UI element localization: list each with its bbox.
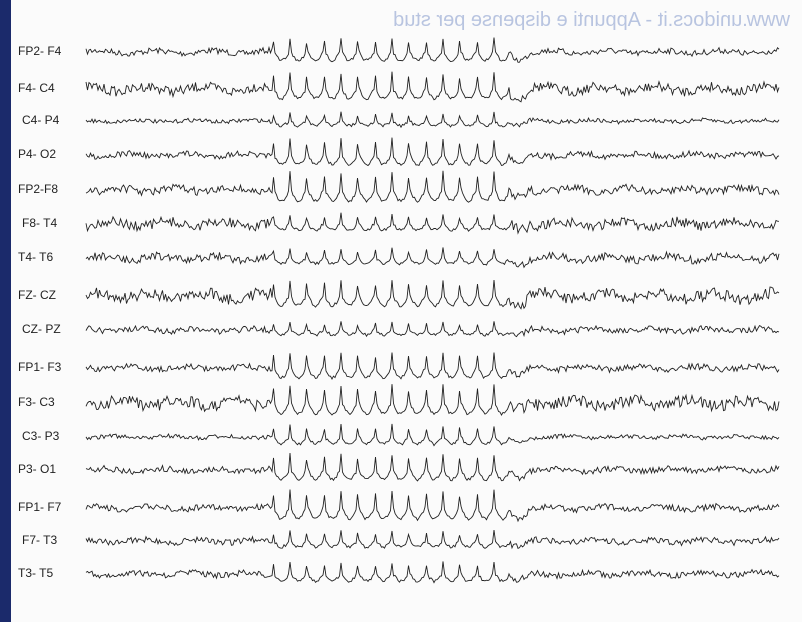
- channel-label: F4- C4: [18, 81, 55, 95]
- channel-label: FZ- CZ: [18, 288, 56, 302]
- channel-label: P3- O1: [18, 462, 56, 476]
- channel-label: CZ- PZ: [22, 322, 61, 336]
- channel-label: T4- T6: [18, 250, 53, 264]
- channel-label: T3- T5: [18, 566, 53, 580]
- channel-label: FP2-F8: [18, 182, 58, 196]
- watermark: www.unidocs.it - Appunti e dispense per …: [393, 9, 791, 31]
- channel-label: C3- P3: [22, 429, 60, 443]
- channel-label: FP2- F4: [18, 44, 62, 58]
- channel-label: F7- T3: [22, 533, 57, 547]
- channel-label: F8- T4: [22, 216, 57, 230]
- channel-label: FP1- F7: [18, 500, 62, 514]
- channel-label: F3- C3: [18, 395, 55, 409]
- left-strip: [0, 0, 11, 622]
- channel-label: P4- O2: [18, 147, 56, 161]
- channel-label: C4- P4: [22, 113, 60, 127]
- channel-label: FP1- F3: [18, 360, 62, 374]
- eeg-figure: www.unidocs.it - Appunti e dispense per …: [0, 0, 802, 622]
